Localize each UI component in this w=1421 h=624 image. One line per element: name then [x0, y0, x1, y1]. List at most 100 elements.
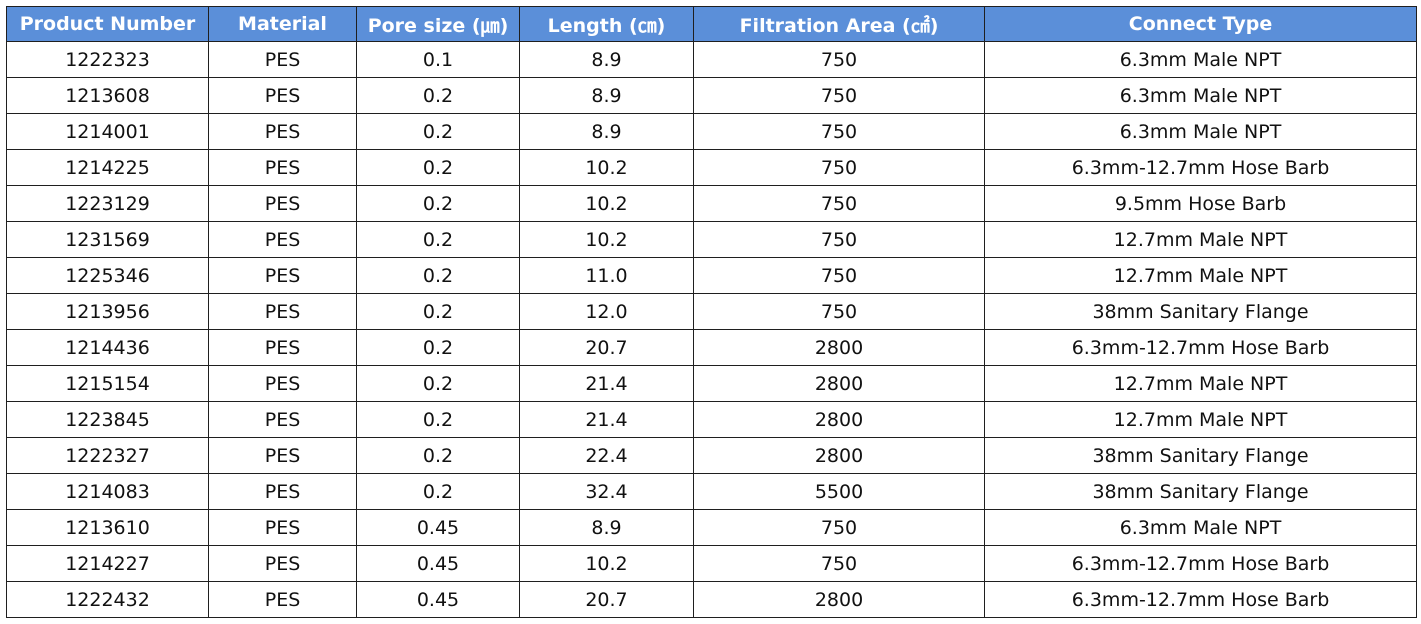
length-cell: 10.2 [519, 221, 694, 258]
product-number-cell: 1222323 [6, 41, 209, 78]
pore-size-cell: 0.2 [356, 185, 520, 222]
pore-size-cell: 0.2 [356, 149, 520, 186]
pore-size-cell: 0.45 [356, 509, 520, 546]
connect-type-cell: 6.3mm-12.7mm Hose Barb [984, 329, 1417, 366]
table-row: 1213608 PES 0.2 8.9 750 6.3mm Male NPT [6, 77, 1417, 114]
header-material: Material [208, 6, 357, 42]
material-cell: PES [208, 401, 357, 438]
material-cell: PES [208, 41, 357, 78]
pore-size-cell: 0.2 [356, 77, 520, 114]
filtration-area-cell: 2800 [693, 401, 985, 438]
product-number-cell: 1214225 [6, 149, 209, 186]
filtration-area-cell: 750 [693, 293, 985, 330]
header-pore-size: Pore size (㎛) [356, 6, 520, 42]
length-cell: 8.9 [519, 41, 694, 78]
table-row: 1215154 PES 0.2 21.4 2800 12.7mm Male NPT [6, 365, 1417, 402]
material-cell: PES [208, 293, 357, 330]
pore-size-cell: 0.45 [356, 581, 520, 618]
table-body: 1222323 PES 0.1 8.9 750 6.3mm Male NPT 1213608… [6, 41, 1417, 618]
material-cell: PES [208, 221, 357, 258]
material-cell: PES [208, 437, 357, 474]
length-cell: 10.2 [519, 545, 694, 582]
product-number-cell: 1213956 [6, 293, 209, 330]
filtration-area-cell: 750 [693, 77, 985, 114]
filtration-area-cell: 5500 [693, 473, 985, 510]
material-cell: PES [208, 365, 357, 402]
filtration-area-cell: 2800 [693, 365, 985, 402]
table-row: 1223845 PES 0.2 21.4 2800 12.7mm Male NPT [6, 401, 1417, 438]
length-cell: 12.0 [519, 293, 694, 330]
table-row: 1214225 PES 0.2 10.2 750 6.3mm-12.7mm Hose Ba… [6, 149, 1417, 186]
connect-type-cell: 12.7mm Male NPT [984, 257, 1417, 294]
pore-size-cell: 0.2 [356, 365, 520, 402]
connect-type-cell: 12.7mm Male NPT [984, 365, 1417, 402]
length-cell: 21.4 [519, 365, 694, 402]
product-number-cell: 1215154 [6, 365, 209, 402]
filtration-area-cell: 750 [693, 113, 985, 150]
connect-type-cell: 6.3mm Male NPT [984, 113, 1417, 150]
header-connect-type: Connect Type [984, 6, 1417, 42]
filtration-area-cell: 750 [693, 509, 985, 546]
length-cell: 11.0 [519, 257, 694, 294]
filtration-area-cell: 2800 [693, 581, 985, 618]
length-cell: 10.2 [519, 185, 694, 222]
length-cell: 10.2 [519, 149, 694, 186]
length-cell: 32.4 [519, 473, 694, 510]
connect-type-cell: 6.3mm Male NPT [984, 41, 1417, 78]
connect-type-cell: 12.7mm Male NPT [984, 221, 1417, 258]
pore-size-cell: 0.2 [356, 437, 520, 474]
length-cell: 8.9 [519, 77, 694, 114]
length-cell: 21.4 [519, 401, 694, 438]
header-product-number: Product Number [6, 6, 209, 42]
pore-size-cell: 0.2 [356, 221, 520, 258]
connect-type-cell: 6.3mm-12.7mm Hose Barb [984, 545, 1417, 582]
table-row: 1231569 PES 0.2 10.2 750 12.7mm Male NPT [6, 221, 1417, 258]
pore-size-cell: 0.2 [356, 113, 520, 150]
filtration-area-cell: 2800 [693, 329, 985, 366]
connect-type-cell: 6.3mm Male NPT [984, 509, 1417, 546]
filtration-area-cell: 750 [693, 41, 985, 78]
pore-size-cell: 0.45 [356, 545, 520, 582]
table-row: 1222432 PES 0.45 20.7 2800 6.3mm-12.7mm Hose … [6, 581, 1417, 618]
header-filtration-area: Filtration Area (㎠) [693, 6, 985, 42]
product-number-cell: 1213608 [6, 77, 209, 114]
table-row: 1222323 PES 0.1 8.9 750 6.3mm Male NPT [6, 41, 1417, 78]
product-number-cell: 1214436 [6, 329, 209, 366]
connect-type-cell: 12.7mm Male NPT [984, 401, 1417, 438]
product-number-cell: 1214227 [6, 545, 209, 582]
filtration-area-cell: 750 [693, 257, 985, 294]
material-cell: PES [208, 473, 357, 510]
pore-size-cell: 0.2 [356, 473, 520, 510]
table-row: 1213610 PES 0.45 8.9 750 6.3mm Male NPT [6, 509, 1417, 546]
connect-type-cell: 6.3mm-12.7mm Hose Barb [984, 581, 1417, 618]
table-row: 1214227 PES 0.45 10.2 750 6.3mm-12.7mm Hose B… [6, 545, 1417, 582]
product-number-cell: 1223845 [6, 401, 209, 438]
material-cell: PES [208, 329, 357, 366]
header-length: Length (㎝) [519, 6, 694, 42]
material-cell: PES [208, 77, 357, 114]
table-header-row: Product Number Material Pore size (㎛) Le… [6, 6, 1417, 42]
filtration-area-cell: 750 [693, 149, 985, 186]
product-number-cell: 1223129 [6, 185, 209, 222]
filtration-area-cell: 2800 [693, 437, 985, 474]
product-number-cell: 1222327 [6, 437, 209, 474]
connect-type-cell: 6.3mm-12.7mm Hose Barb [984, 149, 1417, 186]
length-cell: 20.7 [519, 329, 694, 366]
filtration-area-cell: 750 [693, 545, 985, 582]
material-cell: PES [208, 113, 357, 150]
product-number-cell: 1214001 [6, 113, 209, 150]
connect-type-cell: 38mm Sanitary Flange [984, 293, 1417, 330]
table-row: 1223129 PES 0.2 10.2 750 9.5mm Hose Barb [6, 185, 1417, 222]
filtration-area-cell: 750 [693, 185, 985, 222]
material-cell: PES [208, 257, 357, 294]
product-number-cell: 1214083 [6, 473, 209, 510]
product-number-cell: 1213610 [6, 509, 209, 546]
pore-size-cell: 0.2 [356, 401, 520, 438]
pore-size-cell: 0.1 [356, 41, 520, 78]
pore-size-cell: 0.2 [356, 329, 520, 366]
length-cell: 20.7 [519, 581, 694, 618]
material-cell: PES [208, 149, 357, 186]
product-number-cell: 1222432 [6, 581, 209, 618]
connect-type-cell: 38mm Sanitary Flange [984, 437, 1417, 474]
connect-type-cell: 9.5mm Hose Barb [984, 185, 1417, 222]
